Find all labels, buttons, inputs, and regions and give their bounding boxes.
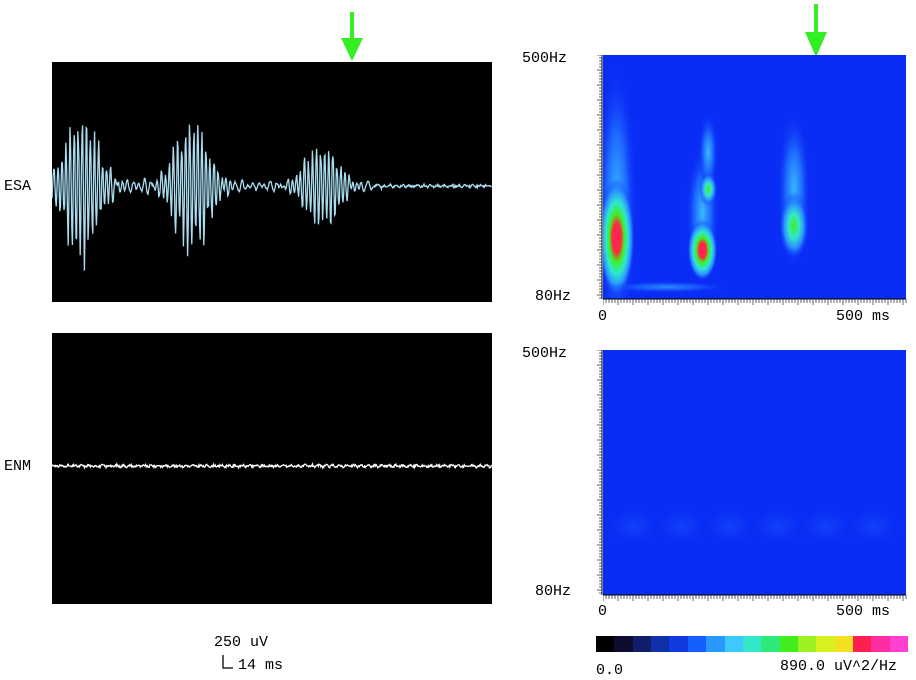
spec2-y-top-label: 500Hz (522, 345, 568, 362)
spectrogram-cell (655, 508, 707, 545)
colorbar (596, 636, 909, 652)
esa-trace (51, 124, 493, 271)
colorbar-swatch (761, 636, 780, 652)
spectrogram-cell (778, 191, 810, 260)
colorbar-swatch (596, 636, 615, 652)
colorbar-swatch (871, 636, 890, 652)
spectrogram-cell (799, 508, 851, 545)
colorbar-swatch (651, 636, 670, 652)
scale-bar-icon (222, 655, 233, 669)
spectrogram-cell (751, 508, 803, 545)
enm-trace-panel (51, 333, 493, 604)
spec1-y-bottom-label: 80Hz (535, 288, 572, 305)
arrow-down-icon (341, 12, 363, 61)
spectrogram-x-axis (603, 594, 907, 601)
enm-spectrogram (603, 350, 906, 595)
colorbar-swatch (853, 636, 872, 652)
esa-label: ESA (4, 178, 32, 195)
colorbar-swatch (632, 636, 652, 652)
colorbar-swatch (614, 636, 633, 652)
enm-trace (51, 461, 493, 470)
spectrogram-cell (698, 113, 719, 192)
enm-label: ENM (4, 458, 32, 475)
colorbar-swatch (816, 636, 835, 652)
trace-line (51, 124, 493, 271)
colorbar-swatch (669, 636, 688, 652)
scale-time-label: 14 ms (238, 657, 284, 674)
spec1-y-top-label: 500Hz (522, 50, 568, 67)
spectrogram-cell (699, 172, 718, 207)
spec1-x-end-label: 500 ms (836, 308, 891, 325)
spectrogram-cell (687, 219, 718, 281)
spectrogram-cell (603, 178, 635, 298)
colorbar-swatch (724, 636, 743, 652)
colorbar-swatch (779, 636, 798, 652)
colorbar-swatch (706, 636, 725, 652)
esa-trace-panel (51, 62, 493, 302)
colorbar-swatch (742, 636, 762, 652)
spectrogram-cell (607, 508, 659, 545)
trace-line (51, 461, 493, 470)
spectrogram-x-axis (603, 298, 907, 305)
colorbar-max-label: 890.0 uV^2/Hz (780, 658, 898, 675)
colorbar-swatch (834, 636, 854, 652)
spectrogram-cell (847, 508, 899, 545)
arrow-down-icon (805, 4, 827, 57)
spec2-y-bottom-label: 80Hz (535, 583, 572, 600)
colorbar-swatch (889, 636, 909, 652)
spectrogram-cell (603, 281, 731, 293)
spec2-x-end-label: 500 ms (836, 603, 891, 620)
spec1-x-start-label: 0 (598, 308, 608, 325)
colorbar-min-label: 0.0 (596, 662, 624, 679)
spectrogram-cell (703, 508, 755, 545)
spec2-x-start-label: 0 (598, 603, 608, 620)
esa-spectrogram (603, 55, 906, 299)
colorbar-swatch (687, 636, 707, 652)
colorbar-swatch (797, 636, 817, 652)
spectrogram-y-axis (597, 55, 603, 299)
spectrogram-y-axis (597, 350, 603, 595)
scale-amplitude-label: 250 uV (214, 634, 269, 651)
